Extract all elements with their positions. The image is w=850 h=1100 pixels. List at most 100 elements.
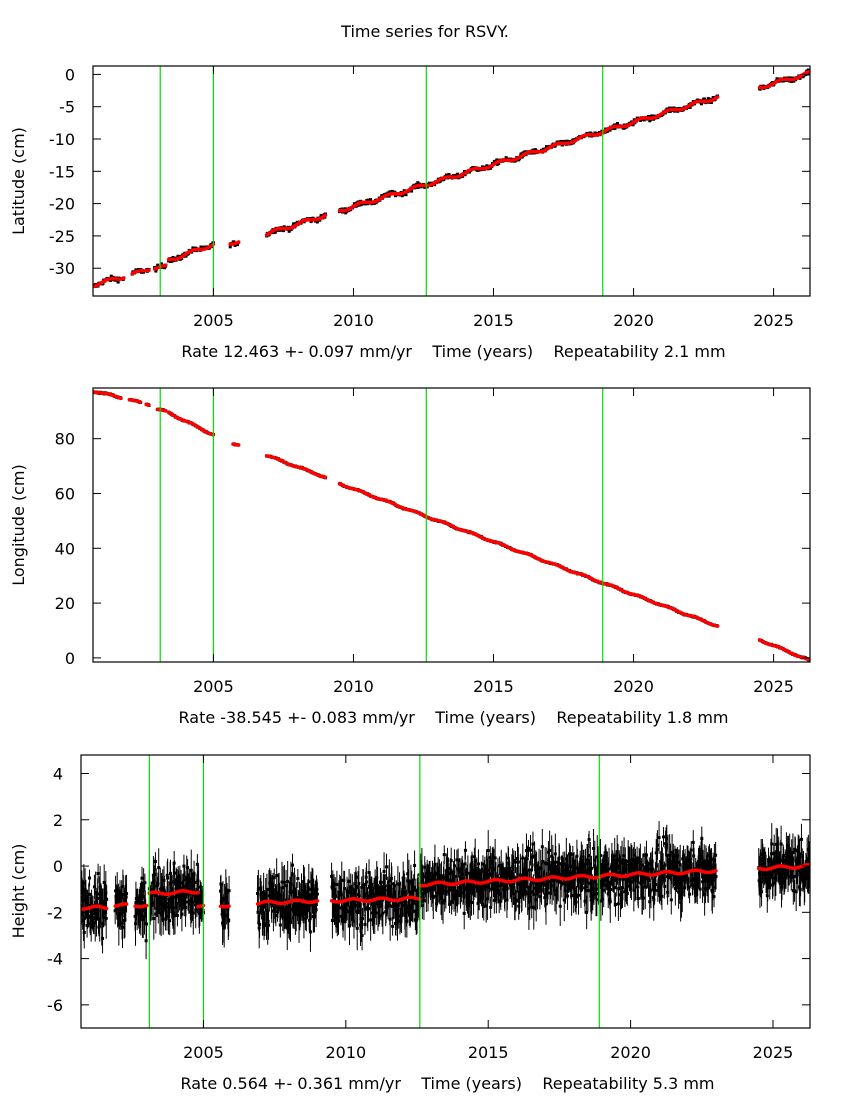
data-point [598,854,602,858]
data-point [368,885,372,889]
data-point [98,924,102,928]
data-point [677,860,681,864]
data-point [310,884,314,888]
data-point [672,861,676,865]
data-point [492,868,496,872]
data-point [180,912,184,916]
data-point [582,862,586,866]
latitude-panel: 2005 2010 2015 2020 2025 0 -5 -10 -15 -20 -25 -30 La… [9,65,811,361]
data-point [643,853,647,857]
data-point [359,920,363,924]
data-point [140,876,144,880]
data-point [416,181,420,185]
data-point [572,894,576,898]
data-point [153,872,157,876]
data-point [714,853,718,857]
data-point [89,925,93,929]
data-point [352,919,356,923]
data-point [786,854,790,858]
data-point [544,902,548,906]
time-label: Time (years) [431,342,553,361]
data-point [687,859,691,863]
data-point [655,843,659,847]
data-point [632,888,636,892]
data-point [407,880,411,884]
data-point [109,274,113,278]
data-point [781,876,785,880]
data-point [596,892,600,896]
data-point [390,904,394,908]
data-point [414,888,418,892]
data-point [441,901,445,905]
data-point [262,891,266,895]
data-point [511,872,515,876]
data-point [379,904,383,908]
data-point [683,886,687,890]
data-point [454,173,458,177]
fit-segment [228,240,241,246]
data-point [413,863,417,867]
data-point [788,76,792,80]
data-point [697,866,701,870]
data-point [591,899,595,903]
data-point [154,884,158,888]
data-point [442,853,446,857]
data-point [101,901,105,905]
data-point [179,881,183,885]
data-point [456,858,460,862]
data-point [497,900,501,904]
data-point [770,842,774,846]
data-point [272,876,276,880]
data-point [449,859,453,863]
data-point [282,229,286,233]
data-point [120,894,124,898]
data-point [409,880,413,884]
data-point [87,892,91,896]
data-point [649,888,653,892]
data-point [99,892,103,896]
data-point [262,896,266,900]
data-point [104,891,108,895]
data-point [545,862,549,866]
data-point [85,900,89,904]
data-point [189,910,193,914]
data-point [643,885,647,889]
data-point [306,903,310,907]
data-point [282,880,286,884]
data-point [573,890,577,894]
data-point [191,246,195,250]
data-point [448,902,452,906]
latitude-plot-frame [92,65,811,297]
data-point [512,859,516,863]
data-point [657,885,661,889]
time-label: Time (years) [434,708,556,727]
data-point [786,843,790,847]
data-point [395,920,399,924]
data-point [116,280,120,284]
data-point [173,871,177,875]
data-point [284,884,288,888]
data-point [673,886,677,890]
data-point [778,882,782,886]
data-point [653,888,657,892]
data-point [570,871,574,875]
data-point [625,878,629,882]
data-point [300,910,304,914]
y-tick-label: -15 [49,162,75,181]
data-point [445,871,449,875]
data-point [589,131,593,135]
fit-segment [127,398,143,404]
data-point [663,884,667,888]
data-point [402,189,406,193]
data-point [447,888,451,892]
data-point [296,877,300,881]
data-point [485,897,489,901]
data-point [657,836,661,840]
data-point [489,905,493,909]
longitude-panel: 2005 2010 2015 2020 2025 0 20 40 60 80 Longitude (… [9,387,811,727]
data-point [354,888,358,892]
data-point [654,851,658,855]
data-point [101,936,105,940]
data-point [667,876,671,880]
